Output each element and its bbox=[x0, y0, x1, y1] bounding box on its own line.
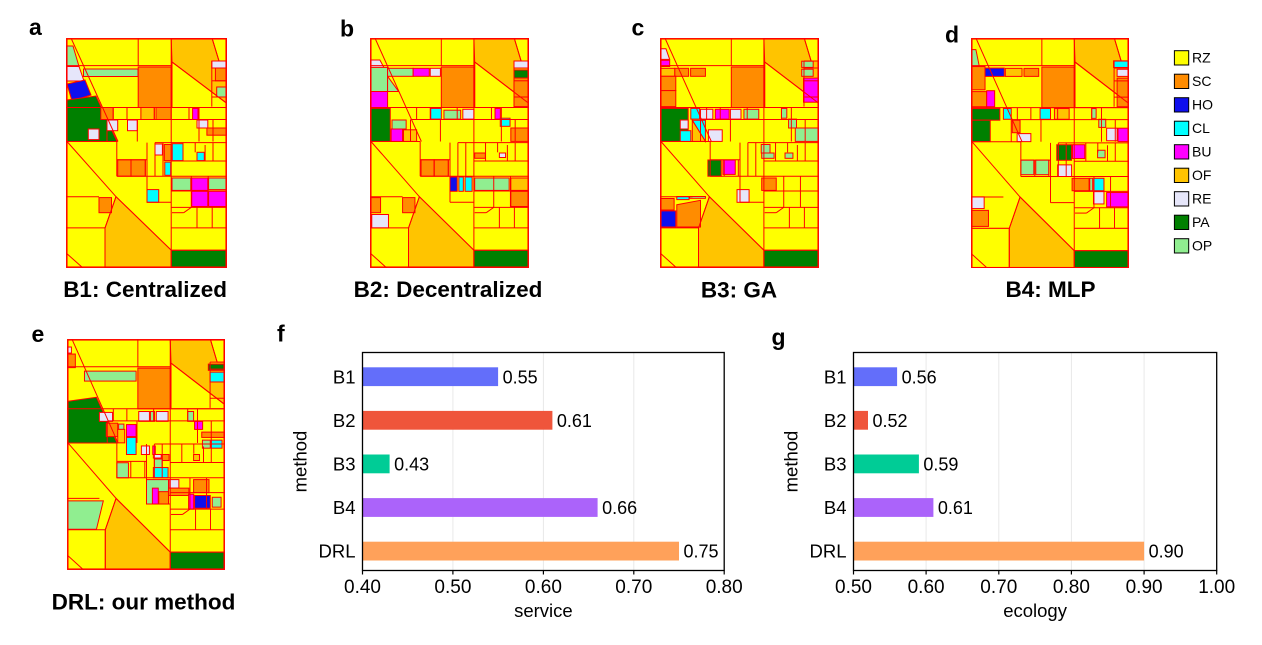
svg-text:PA: PA bbox=[1192, 214, 1210, 230]
svg-text:0.70: 0.70 bbox=[980, 577, 1017, 598]
svg-text:B1: B1 bbox=[333, 366, 356, 387]
svg-text:b: b bbox=[340, 16, 354, 42]
svg-text:DRL: our method: DRL: our method bbox=[52, 590, 236, 615]
svg-text:a: a bbox=[29, 14, 42, 40]
svg-text:0.50: 0.50 bbox=[835, 577, 872, 598]
svg-text:method: method bbox=[781, 431, 802, 493]
svg-text:0.52: 0.52 bbox=[873, 411, 908, 431]
svg-text:B3: GA: B3: GA bbox=[701, 278, 777, 303]
svg-text:RZ: RZ bbox=[1192, 50, 1211, 66]
svg-text:HO: HO bbox=[1192, 97, 1213, 113]
svg-text:0.55: 0.55 bbox=[503, 367, 538, 387]
svg-text:0.80: 0.80 bbox=[706, 577, 743, 598]
svg-text:1.00: 1.00 bbox=[1198, 577, 1235, 598]
svg-text:B4: B4 bbox=[824, 497, 847, 518]
svg-text:0.40: 0.40 bbox=[344, 577, 381, 598]
svg-text:SC: SC bbox=[1192, 73, 1211, 89]
svg-text:B3: B3 bbox=[824, 454, 847, 475]
svg-text:CL: CL bbox=[1192, 120, 1210, 136]
svg-text:OF: OF bbox=[1192, 167, 1211, 183]
svg-text:0.70: 0.70 bbox=[615, 577, 652, 598]
svg-text:0.90: 0.90 bbox=[1149, 542, 1184, 562]
svg-text:0.75: 0.75 bbox=[684, 542, 719, 562]
svg-text:B3: B3 bbox=[333, 454, 356, 475]
svg-text:0.90: 0.90 bbox=[1126, 577, 1163, 598]
svg-text:RE: RE bbox=[1192, 191, 1211, 207]
svg-text:method: method bbox=[290, 431, 311, 493]
svg-text:g: g bbox=[772, 324, 786, 350]
svg-text:DRL: DRL bbox=[318, 541, 355, 562]
svg-text:0.56: 0.56 bbox=[902, 367, 937, 387]
svg-text:B2: Decentralized: B2: Decentralized bbox=[354, 277, 543, 302]
svg-text:service: service bbox=[514, 600, 573, 621]
svg-text:f: f bbox=[277, 321, 285, 347]
svg-text:ecology: ecology bbox=[1003, 600, 1068, 621]
svg-text:B1: B1 bbox=[824, 366, 847, 387]
svg-text:0.61: 0.61 bbox=[938, 498, 973, 518]
svg-text:c: c bbox=[632, 15, 645, 41]
svg-text:0.59: 0.59 bbox=[923, 455, 958, 475]
svg-text:0.60: 0.60 bbox=[908, 577, 945, 598]
svg-text:0.66: 0.66 bbox=[602, 498, 637, 518]
svg-text:0.61: 0.61 bbox=[557, 411, 592, 431]
svg-text:0.60: 0.60 bbox=[525, 577, 562, 598]
svg-text:DRL: DRL bbox=[809, 541, 846, 562]
svg-text:B4: MLP: B4: MLP bbox=[1006, 277, 1096, 302]
svg-text:0.80: 0.80 bbox=[1053, 577, 1090, 598]
svg-text:d: d bbox=[945, 22, 959, 48]
svg-text:0.43: 0.43 bbox=[394, 455, 429, 475]
svg-text:B2: B2 bbox=[333, 410, 356, 431]
svg-text:BU: BU bbox=[1192, 144, 1211, 160]
svg-text:OP: OP bbox=[1192, 238, 1212, 254]
svg-text:B4: B4 bbox=[333, 497, 356, 518]
svg-text:0.50: 0.50 bbox=[434, 577, 471, 598]
svg-text:e: e bbox=[32, 321, 45, 347]
svg-text:B1: Centralized: B1: Centralized bbox=[63, 277, 227, 302]
svg-text:B2: B2 bbox=[824, 410, 847, 431]
